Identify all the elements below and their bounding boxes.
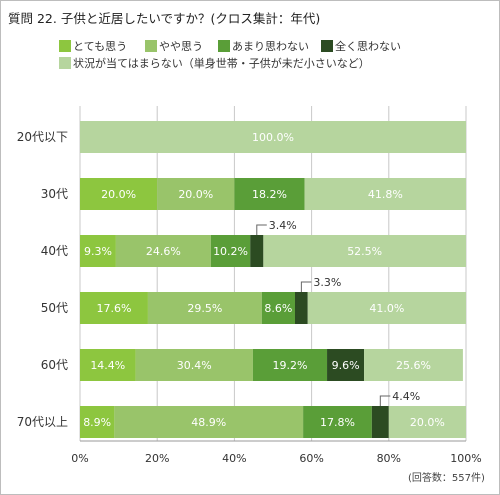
data-label: 8.6%	[264, 302, 292, 315]
data-label: 17.8%	[320, 416, 355, 429]
chart-title: 質問 22. 子供と近居したいですか？(クロス集計：年代)	[8, 11, 321, 26]
legend-item-amari: あまり思わない	[218, 39, 309, 53]
category-label: 40代	[41, 244, 68, 258]
x-tick-label: 80%	[377, 452, 401, 465]
category-label: 60代	[41, 358, 68, 372]
bar-segment	[250, 235, 264, 267]
callout-leader	[379, 395, 391, 406]
bar-segment	[304, 178, 466, 210]
data-label: 17.6%	[96, 302, 131, 315]
legend-label-mattaku: 全く思わない	[335, 40, 401, 53]
category-label: 50代	[41, 301, 68, 315]
data-label: 9.6%	[332, 359, 360, 372]
bar-segment	[115, 235, 211, 267]
legend-item-mattaku: 全く思わない	[321, 39, 401, 53]
data-label: 48.9%	[191, 416, 226, 429]
bar-segment	[80, 292, 148, 324]
data-label: 10.2%	[213, 245, 248, 258]
legend-swatch-totemo	[59, 40, 71, 52]
data-label: 18.2%	[252, 188, 287, 201]
data-label: 41.8%	[368, 188, 403, 201]
legend-item-jokyo: 状況が当てはまらない（単身世帯・子供が未だ小さいなど）	[59, 56, 370, 70]
legend-swatch-yaya	[145, 40, 157, 52]
bar-segment	[307, 292, 466, 324]
data-label: 100.0%	[252, 131, 294, 144]
data-label: 19.2%	[273, 359, 308, 372]
bar-segment	[114, 406, 304, 438]
bar-segment	[80, 406, 115, 438]
bar-segment	[371, 406, 389, 438]
legend-swatch-jokyo	[59, 57, 71, 69]
bar-segment	[364, 349, 463, 381]
bar-segment	[80, 178, 158, 210]
data-label: 29.5%	[187, 302, 222, 315]
category-label: 70代以上	[17, 415, 68, 429]
callout-label: 3.3%	[313, 276, 341, 289]
bar-segment	[80, 121, 466, 153]
legend-item-yaya: やや思う	[145, 39, 203, 53]
legend-label-amari: あまり思わない	[232, 40, 309, 53]
data-label: 30.4%	[177, 359, 212, 372]
bar-segment	[234, 178, 305, 210]
data-label: 25.6%	[396, 359, 431, 372]
x-tick-label: 0%	[71, 452, 88, 465]
data-label: 14.4%	[90, 359, 125, 372]
data-label: 24.6%	[146, 245, 181, 258]
bar-segment	[263, 235, 466, 267]
callout-leader	[256, 224, 267, 235]
x-tick-label: 40%	[222, 452, 246, 465]
legend-item-totemo: とても思う	[59, 39, 127, 53]
data-label: 41.0%	[369, 302, 404, 315]
bar-segment	[295, 292, 308, 324]
legend-label-totemo: とても思う	[73, 40, 128, 53]
bar-segment	[80, 235, 116, 267]
legend-swatch-amari	[218, 40, 230, 52]
bar-segment	[147, 292, 262, 324]
bar-segment	[80, 349, 136, 381]
legend-swatch-mattaku	[321, 40, 333, 52]
x-tick-label: 20%	[145, 452, 169, 465]
bar-segment	[388, 406, 466, 438]
data-label: 8.9%	[83, 416, 111, 429]
x-tick-label: 100%	[450, 452, 481, 465]
callout-label: 3.4%	[269, 219, 297, 232]
legend-label-jokyo: 状況が当てはまらない（単身世帯・子供が未だ小さいなど）	[73, 57, 370, 70]
bar-segment	[261, 292, 296, 324]
data-label: 20.0%	[410, 416, 445, 429]
category-label: 20代以下	[17, 130, 68, 144]
data-label: 52.5%	[347, 245, 382, 258]
callout-label: 4.4%	[392, 390, 420, 403]
callout-leader	[300, 281, 312, 292]
bar-segment	[210, 235, 251, 267]
x-tick-label: 60%	[299, 452, 323, 465]
bar-segment	[327, 349, 365, 381]
category-label: 30代	[41, 187, 68, 201]
bar-segment	[303, 406, 372, 438]
bar-segment	[157, 178, 235, 210]
data-label: 9.3%	[84, 245, 112, 258]
data-label: 20.0%	[178, 188, 213, 201]
bar-segment	[252, 349, 328, 381]
legend-label-yaya: やや思う	[159, 40, 203, 53]
bar-segment	[135, 349, 253, 381]
response-count-note: (回答数：557件)	[408, 473, 485, 484]
data-label: 20.0%	[101, 188, 136, 201]
